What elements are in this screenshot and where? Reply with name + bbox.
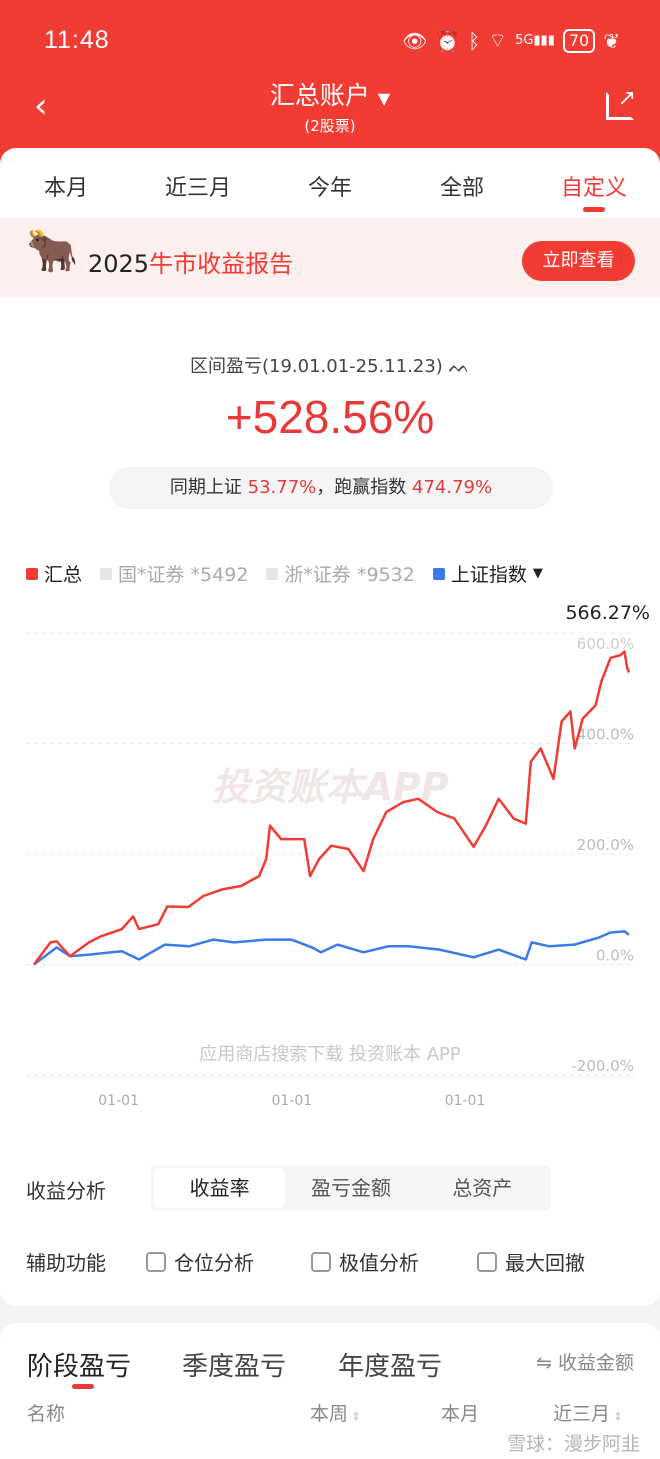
tab-this-month[interactable]: 本月 (43, 176, 88, 201)
tab-quarter-pnl[interactable]: 季度盈亏 (182, 1352, 287, 1382)
checkbox-max-drawdown[interactable]: 最大回撤 (477, 1247, 585, 1276)
battery-icon: 70 (562, 28, 596, 53)
series-line-index (33, 930, 630, 966)
sort-icon: ⇕ (610, 1410, 623, 1423)
y-tick-label: -200.0% (571, 1057, 634, 1075)
checkbox-icon (477, 1251, 497, 1272)
hide-eye-icon[interactable]: ᨓ (448, 356, 471, 377)
header-bar (0, 0, 660, 170)
tab-all[interactable]: 全部 (439, 176, 484, 201)
legend-swatch (266, 567, 279, 580)
legend-swatch (432, 567, 445, 580)
alarm-icon: ⏰ (435, 28, 461, 53)
x-tick-label: 01-01 (98, 1093, 139, 1109)
view-report-button[interactable]: 立即查看 (522, 241, 635, 281)
signal-5g-icon: 5G▮▮▮ (515, 33, 555, 48)
toggle-amount-button[interactable]: ⇋ 收益金额 (536, 1352, 634, 1374)
sort-icon: ⇕ (348, 1410, 361, 1423)
analysis-label: 收益分析 (26, 1179, 106, 1203)
share-arrow-icon: ↗ (617, 86, 636, 111)
status-time: 11:48 (44, 26, 110, 54)
total-return: +528.56% (225, 391, 435, 443)
tab-this-year[interactable]: 今年 (307, 176, 352, 201)
back-button[interactable]: ‹ (34, 86, 48, 126)
leaf-icon: ❦ (603, 28, 620, 53)
option-return-rate[interactable]: 收益率 (154, 1168, 286, 1208)
legend-item-account-5492[interactable]: 国*证券 *5492 (100, 560, 248, 587)
caret-down-icon: ▼ (532, 566, 543, 581)
bluetooth-icon: ᛒ (468, 28, 481, 53)
y-tick-label: 200.0% (577, 836, 634, 854)
max-value-label: 566.27% (565, 602, 650, 624)
column-this-week[interactable]: 本周 ⇕ (310, 1403, 361, 1425)
tab-three-months[interactable]: 近三月 (164, 176, 231, 201)
caret-down-icon: ▼ (377, 89, 391, 108)
index-comparison: 同期上证 53.77%，跑赢指数 474.79% (109, 467, 553, 509)
page-title: 汇总账户 (269, 81, 370, 110)
chart-watermark: 投资账本APP (211, 765, 448, 809)
analysis-segmented-control: 收益率 盈亏金额 总资产 (151, 1165, 551, 1211)
legend-swatch (100, 567, 113, 580)
banner-title: 2025牛市收益报告 (88, 250, 294, 278)
account-subtitle: (2股票) (304, 117, 356, 135)
main-panel (0, 148, 660, 1306)
checkbox-position-analysis[interactable]: 仓位分析 (146, 1247, 254, 1276)
x-tick-label: 01-01 (445, 1093, 486, 1109)
option-pnl-amount[interactable]: 盈亏金额 (310, 1176, 391, 1200)
period-tabs: 本月 近三月 今年 全部 自定义 (0, 150, 660, 218)
eye-icon: 👁 (401, 28, 428, 53)
option-total-assets[interactable]: 总资产 (452, 1176, 513, 1200)
account-selector[interactable]: 汇总账户 ▼ (130, 80, 530, 115)
y-tick-label: 600.0% (577, 635, 634, 653)
y-tick-label: 400.0% (577, 726, 634, 744)
chart-footer-watermark: 应用商店搜索下载 投资账本 APP (199, 1044, 461, 1065)
column-three-months[interactable]: 近三月 ⇕ (553, 1403, 623, 1425)
chart-legend: 汇总 国*证券 *5492 浙*证券 *9532 上证指数 ▼ (26, 560, 543, 587)
y-tick-label: 0.0% (596, 947, 634, 965)
range-label: 区间盈亏(19.01.01-25.11.23) ᨓ (189, 356, 471, 377)
watermark: 雪球：漫步阿韭 (506, 1433, 640, 1455)
aux-label: 辅助功能 (26, 1251, 106, 1275)
bull-trophy-icon: 🐂 (26, 226, 79, 275)
legend-item-account-9532[interactable]: 浙*证券 *9532 (266, 560, 415, 587)
checkbox-extreme-analysis[interactable]: 极值分析 (311, 1247, 419, 1276)
wifi-icon: ⌔ (488, 28, 508, 52)
status-icons: 👁 ⏰ ᛒ ⌔ 5G▮▮▮ 70 ❦ (402, 28, 620, 53)
legend-item-index[interactable]: 上证指数 ▼ (432, 560, 543, 587)
tab-year-pnl[interactable]: 年度盈亏 (338, 1352, 443, 1382)
checkbox-icon (146, 1251, 166, 1272)
return-chart[interactable]: 投资账本APP 应用商店搜索下载 投资账本 APP 600.0% 400.0% 200.… (0, 600, 660, 1120)
legend-swatch (26, 567, 38, 580)
tab-stage-pnl[interactable]: 阶段盈亏 (27, 1352, 132, 1382)
column-this-month[interactable]: 本月 (441, 1403, 480, 1425)
legend-item-total[interactable]: 汇总 (26, 560, 82, 587)
series-line-total (32, 650, 631, 966)
period-pnl-card (0, 1323, 660, 1459)
tab-custom[interactable]: 自定义 (528, 150, 660, 218)
column-name: 名称 (27, 1403, 66, 1425)
tab-indicator (72, 1384, 94, 1389)
checkbox-icon (311, 1251, 331, 1272)
x-tick-label: 01-01 (271, 1093, 312, 1109)
share-icon[interactable] (606, 92, 634, 120)
